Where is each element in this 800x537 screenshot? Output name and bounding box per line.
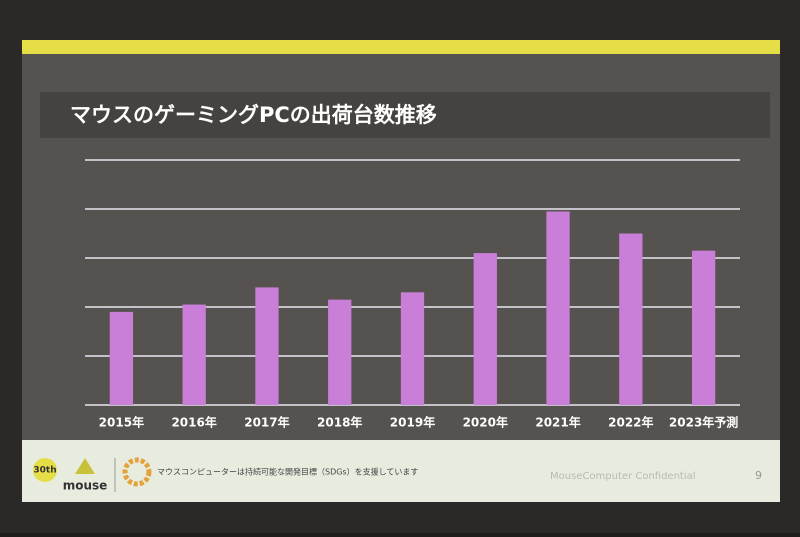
- bar: [255, 287, 279, 405]
- x-tick-label: 2020年: [463, 415, 508, 430]
- x-tick-label: 2021年: [535, 415, 580, 430]
- sdgs-note: マウスコンピューターは持続可能な開発目標（SDGs）を支援しています: [157, 467, 418, 477]
- x-tick-label: 2022年: [608, 415, 653, 430]
- bar: [400, 292, 425, 405]
- bar: [473, 253, 497, 405]
- accent-stripe: [22, 40, 780, 54]
- chart-title: マウスのゲーミングPCの出荷台数推移: [70, 103, 437, 127]
- sdgs-icon: [122, 457, 152, 487]
- brand-icon: [75, 458, 95, 474]
- x-tick-label: 2015年: [99, 415, 144, 430]
- x-tick-label: 2023年予測: [669, 415, 738, 430]
- bar: [619, 233, 643, 405]
- page-number: 9: [755, 469, 762, 482]
- title-bar: [40, 92, 770, 138]
- badge-icon: [33, 458, 57, 482]
- x-tick-label: 2016年: [171, 415, 216, 430]
- x-tick-label: 2017年: [244, 415, 289, 430]
- bar: [109, 311, 134, 405]
- x-tick-label: 2019年: [390, 415, 435, 430]
- bar: [328, 299, 352, 405]
- bar: [691, 250, 716, 405]
- bar: [546, 211, 570, 405]
- bar: [182, 304, 206, 405]
- confidential: MouseComputer Confidential: [550, 471, 696, 482]
- x-tick-label: 2018年: [317, 415, 362, 430]
- badge: 30th: [33, 466, 56, 476]
- brand: mouse: [63, 479, 108, 493]
